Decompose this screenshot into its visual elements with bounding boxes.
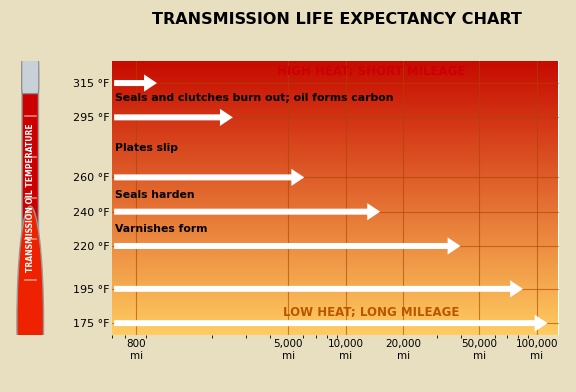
FancyArrow shape [114,169,304,186]
Text: Plates slip: Plates slip [115,143,177,153]
FancyArrow shape [114,74,157,92]
Text: LOW HEAT; LONG MILEAGE: LOW HEAT; LONG MILEAGE [283,307,460,319]
FancyArrow shape [114,109,233,126]
Text: Seals harden: Seals harden [115,189,194,200]
FancyArrow shape [114,203,380,220]
Text: TRANSMISSION LIFE EXPECTANCY CHART: TRANSMISSION LIFE EXPECTANCY CHART [152,12,522,27]
FancyArrow shape [114,314,548,332]
Text: Varnishes form: Varnishes form [115,224,207,234]
Text: HIGH HEAT; SHORT MILEAGE: HIGH HEAT; SHORT MILEAGE [277,65,465,78]
FancyArrow shape [114,238,461,254]
FancyBboxPatch shape [22,58,39,94]
FancyBboxPatch shape [22,64,39,327]
Text: TRANSMISSION OIL TEMPERATURE: TRANSMISSION OIL TEMPERATURE [26,123,35,272]
Text: Seals and clutches burn out; oil forms carbon: Seals and clutches burn out; oil forms c… [115,93,393,103]
Circle shape [17,206,44,392]
FancyArrow shape [114,280,523,298]
